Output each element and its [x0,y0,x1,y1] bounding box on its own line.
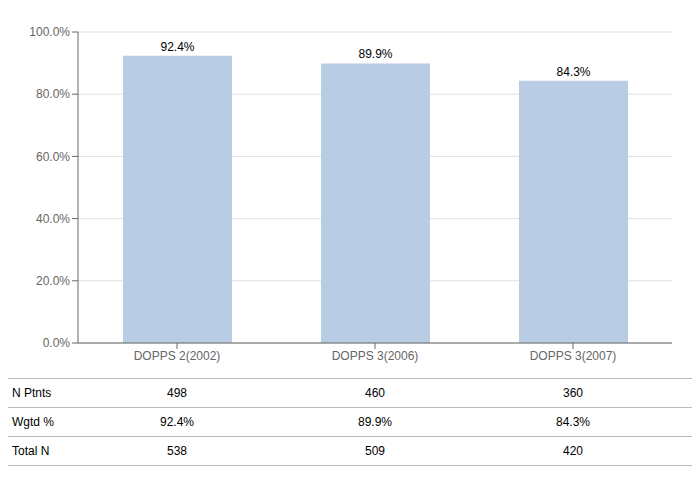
html-text:92.4%: 92.4% [160,415,194,429]
svg-text:89.9%: 89.9% [358,47,392,61]
svg-text:60.0%: 60.0% [36,150,70,164]
svg-text:80.0%: 80.0% [36,87,70,101]
svg-text:40.0%: 40.0% [36,212,70,226]
html-text:420: 420 [563,444,583,458]
html-text:538: 538 [167,444,187,458]
html-text:Wgtd %: Wgtd % [12,415,54,429]
html-text:498: 498 [167,386,187,400]
svg-text:DOPPS 3(2007): DOPPS 3(2007) [530,349,617,363]
html-text:Total N: Total N [12,444,50,458]
svg-text:20.0%: 20.0% [36,274,70,288]
svg-text:DOPPS 3(2006): DOPPS 3(2006) [332,349,419,363]
html-text:89.9%: 89.9% [358,415,392,429]
svg-text:0.0%: 0.0% [43,336,71,350]
html-text:460: 460 [365,386,385,400]
html-text:360: 360 [563,386,583,400]
svg-text:DOPPS 2(2002): DOPPS 2(2002) [134,349,221,363]
svg-text:92.4%: 92.4% [160,40,194,54]
html-text:84.3%: 84.3% [556,415,590,429]
svg-text:100.0%: 100.0% [29,25,70,39]
svg-text:84.3%: 84.3% [556,65,590,79]
html-text:509: 509 [365,444,385,458]
html-text:N Ptnts: N Ptnts [12,386,52,400]
